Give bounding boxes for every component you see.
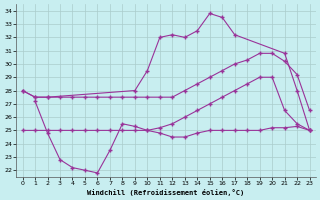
X-axis label: Windchill (Refroidissement éolien,°C): Windchill (Refroidissement éolien,°C): [87, 189, 245, 196]
